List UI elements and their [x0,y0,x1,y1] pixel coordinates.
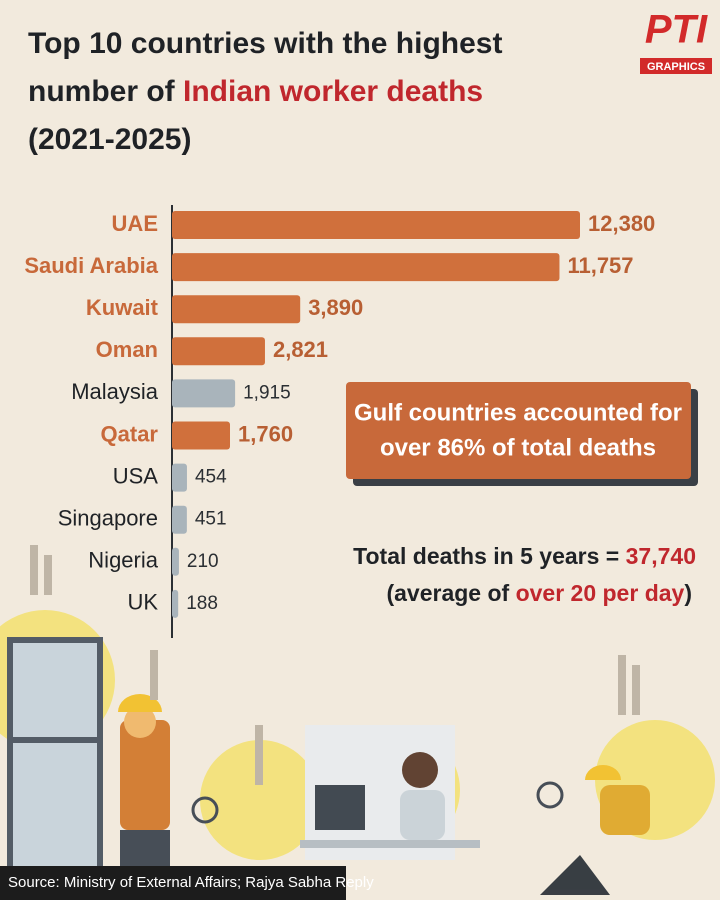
value-label: 451 [195,509,227,530]
average-part: ) [684,580,692,606]
average-part: (average of [386,580,509,606]
category-label: UK [127,590,158,615]
logo: PTI GRAPHICS [640,8,712,74]
title-highlight: Indian worker deaths [183,75,483,108]
value-label: 1,760 [238,421,293,446]
category-label: Singapore [58,506,158,531]
category-label: Saudi Arabia [24,253,158,278]
total-text: Total deaths in 5 years = 37,740 [353,543,696,569]
value-label: 3,890 [308,295,363,320]
category-label: UAE [112,211,158,236]
annotation-text: over 86% of total deaths [380,434,656,461]
average-text: (average of over 20 per day) [386,580,692,606]
bar [172,379,236,408]
category-label: Kuwait [86,295,159,320]
value-label: 2,821 [273,337,328,362]
category-label: USA [113,463,159,488]
source: Source: Ministry of External Affairs; Ra… [8,874,374,891]
category-label: Nigeria [88,548,158,573]
value-label: 11,757 [567,253,633,278]
logo-tag: GRAPHICS [647,61,705,73]
total-value: 37,740 [626,543,696,569]
bar [172,547,179,576]
title-part: number of [28,75,176,108]
source-box [0,866,346,900]
bar [172,421,231,450]
bar [172,463,187,492]
logo-tag-box [640,58,712,74]
bar [172,211,580,239]
average-highlight: over 20 per day [516,580,685,606]
category-label: Oman [96,337,158,362]
value-label: 188 [186,593,218,614]
bar [172,337,265,366]
value-label: 210 [187,551,219,572]
logo-name: PTI [645,8,708,52]
value-label: 454 [195,467,227,488]
bar [172,505,187,534]
chart-title: (2021-2025) [28,123,191,156]
value-label: 1,915 [243,382,291,403]
chart-title: number of Indian worker deaths [28,75,483,108]
category-label: Qatar [101,421,159,446]
category-label: Malaysia [71,379,159,404]
bar [172,295,301,324]
value-label: 12,380 [588,211,655,236]
chart-title: Top 10 countries with the highest [28,27,502,60]
annotation-text: Gulf countries accounted for [354,399,682,426]
total-label: Total deaths in 5 years = [353,543,619,569]
bar [172,253,560,282]
bar [172,589,179,618]
annotation-box [346,382,691,479]
